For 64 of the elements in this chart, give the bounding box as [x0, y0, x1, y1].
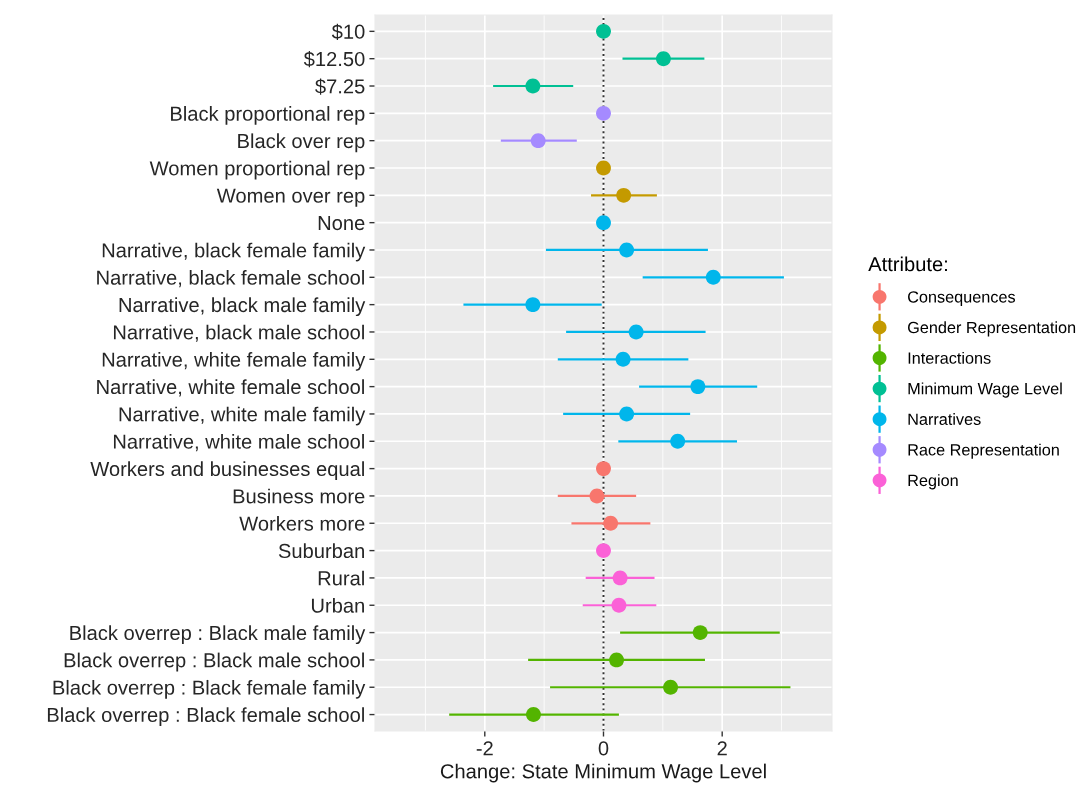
y-tick-label: Narrative, white female family [102, 352, 366, 371]
y-tick-label: Narrative, black female family [102, 242, 366, 262]
y-tick-label: $7.25 [315, 78, 365, 95]
point [670, 433, 686, 449]
point [526, 707, 541, 723]
y-tick-label: Narrative, white female school [97, 379, 364, 397]
y-tick-label: Women proportional rep [149, 160, 365, 180]
point [596, 23, 611, 39]
point [705, 269, 721, 285]
y-tick-label: Business more [233, 488, 365, 504]
point [525, 297, 541, 313]
point [615, 351, 631, 367]
y-tick-label: Narrative, black male school [113, 324, 364, 342]
y-tick-label: Rural [318, 570, 364, 586]
y-tick-label: Workers and businesses equal [90, 461, 364, 481]
point [530, 133, 546, 149]
point [525, 78, 541, 94]
point [609, 652, 624, 668]
point [628, 324, 644, 340]
y-tick-label: Black proportional rep [171, 106, 365, 125]
legend-label: Narratives [908, 413, 981, 426]
y-tick-label: Black over rep [238, 133, 365, 153]
y-tick-label: Narrative, white male family [119, 406, 366, 426]
x-tick-label: 0 [598, 741, 609, 756]
point [611, 597, 627, 613]
legend-title: Attribute: [868, 256, 947, 272]
legend-label: Minimum Wage Level [908, 382, 1062, 398]
point [596, 105, 611, 121]
point [612, 570, 628, 586]
point [663, 679, 678, 695]
point [603, 515, 619, 531]
x-axis-title: Change: State Minimum Wage Level [440, 763, 766, 783]
y-tick-label: $12.50 [303, 51, 365, 68]
x-tick-label: 2 [717, 741, 727, 756]
y-tick-label: None [318, 216, 365, 231]
point [596, 543, 611, 559]
y-tick-label: Workers more [239, 515, 365, 531]
x-tick-label: -2 [476, 741, 493, 756]
point [690, 379, 706, 395]
legend-label: Gender Representation [908, 321, 1076, 337]
y-tick-label: Black overrep : Black female family [53, 679, 366, 699]
point [596, 215, 611, 231]
point [589, 488, 605, 504]
point [619, 242, 635, 258]
y-tick-label: Women over rep [216, 188, 365, 207]
y-tick-label: Narrative, white male school [113, 433, 364, 452]
y-tick-label: Black overrep : Black female school [47, 707, 364, 727]
y-tick-label: Narrative, black female school [97, 270, 364, 288]
y-tick-label: Narrative, black male family [119, 297, 366, 317]
y-tick-label: Suburban [278, 543, 364, 559]
point [596, 160, 611, 176]
y-tick-label: Black overrep : Black male family [70, 625, 366, 645]
legend-label: Interactions [908, 351, 991, 364]
y-tick-label: Urban [311, 597, 364, 613]
point [692, 625, 708, 641]
legend-label: Consequences [908, 291, 1016, 306]
point [655, 51, 671, 67]
point [616, 187, 632, 203]
y-tick-label: $10 [331, 23, 365, 41]
point [619, 406, 635, 422]
point [596, 461, 611, 477]
legend-label: Region [908, 474, 958, 490]
y-tick-label: Black overrep : Black male school [64, 652, 364, 672]
legend-label: Race Representation [908, 443, 1059, 459]
